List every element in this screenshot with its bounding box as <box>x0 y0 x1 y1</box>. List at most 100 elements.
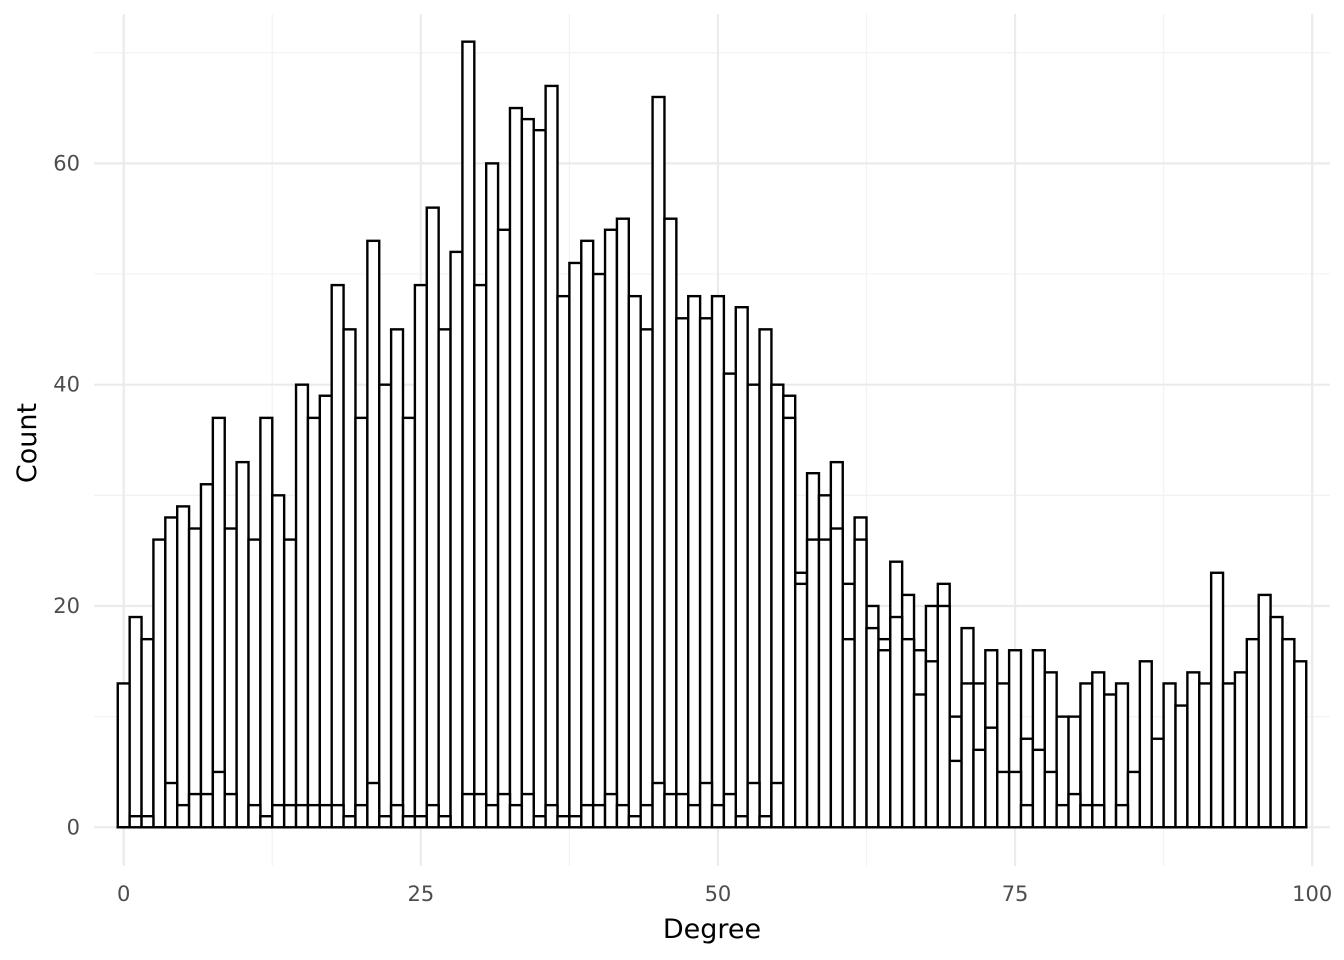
x-tick-label: 75 <box>1002 882 1029 906</box>
histogram-bar-series-2 <box>187 792 203 829</box>
x-axis-tick-labels: 0 25 50 75 100 <box>117 882 1332 906</box>
x-tick-label: 100 <box>1292 882 1332 906</box>
histogram-bar-series-1 <box>175 505 191 829</box>
x-tick-label: 50 <box>705 882 732 906</box>
histogram-bar-series-2 <box>425 803 440 829</box>
histogram-bar-series-2 <box>746 781 761 829</box>
histogram-bar-series-1 <box>140 637 155 829</box>
histogram-bar-series-1 <box>758 328 773 829</box>
histogram-bar-series-1 <box>1281 637 1296 829</box>
histogram-bar-series-1 <box>532 128 547 829</box>
histogram-bar-series-1 <box>639 328 654 829</box>
histogram-bar-series-2 <box>461 792 476 829</box>
histogram-bar-series-2 <box>972 748 987 829</box>
histogram-bar-series-2 <box>271 803 286 829</box>
histogram-bar-series-1 <box>508 106 524 829</box>
histogram-bar-series-1 <box>342 328 357 829</box>
histogram-bar-series-2 <box>996 770 1011 829</box>
histogram-bar-series-2 <box>675 792 690 829</box>
histogram-bar-series-2 <box>282 803 298 829</box>
histogram-bar-series-2 <box>615 803 631 829</box>
histogram-bar-series-1 <box>687 294 702 829</box>
histogram-bar-series-1 <box>1138 660 1153 829</box>
histogram-bar-series-2 <box>627 815 642 829</box>
histogram-bar-series-1 <box>663 217 678 829</box>
histogram-bar-series-2 <box>1055 803 1070 829</box>
y-axis-tick-labels: 0 20 40 60 <box>53 151 80 839</box>
histogram-bar-series-1 <box>259 416 274 829</box>
histogram-bar-series-1 <box>698 317 714 829</box>
histogram-bar-series-1 <box>282 538 298 829</box>
histogram-bar-series-2 <box>758 815 773 829</box>
histogram-bar-series-1 <box>449 250 464 829</box>
histogram-bar-series-1 <box>389 328 405 829</box>
histogram-bar-series-2 <box>354 803 369 829</box>
histogram-bar-series-1 <box>484 162 500 829</box>
histogram-bar-series-2 <box>663 792 678 829</box>
histogram-bar-series-2 <box>473 792 488 829</box>
histogram-bar-series-1 <box>425 206 440 829</box>
histogram-bar-series-1 <box>1162 682 1177 829</box>
histogram-bar-series-1 <box>437 328 452 829</box>
y-tick-label: 40 <box>53 373 80 397</box>
histogram-bar-series-2 <box>211 770 226 829</box>
histogram-bar-series-2 <box>330 803 345 829</box>
histogram-bar-series-2 <box>710 803 726 829</box>
histogram-bar-series-2 <box>687 803 702 829</box>
histogram-bar-series-2 <box>223 792 238 829</box>
histogram-bar-series-2 <box>1079 803 1094 829</box>
histogram-bar-series-2 <box>140 815 155 829</box>
histogram-bar-series-2 <box>532 815 547 829</box>
histogram-bar-series-2 <box>306 803 322 829</box>
y-axis-title: Count <box>12 403 43 483</box>
histogram-bar-series-2 <box>1114 803 1130 829</box>
histogram-bar-series-2 <box>318 803 333 829</box>
histogram-bar-series-1 <box>568 261 583 829</box>
histogram-bar-series-2 <box>437 815 452 829</box>
histogram-bar-series-2 <box>259 815 274 829</box>
histogram-bar-series-1 <box>1174 704 1189 829</box>
histogram-bar-series-1 <box>734 306 749 829</box>
histogram-bar-series-1 <box>330 283 345 829</box>
histogram-bar-series-1 <box>1257 593 1272 829</box>
histogram-bar-series-1 <box>294 383 310 829</box>
histogram-bar-series-2 <box>128 815 143 829</box>
histogram-bar-series-2 <box>591 803 607 829</box>
histogram-bar-series-1 <box>271 494 286 829</box>
histogram-bar-series-2 <box>900 637 916 829</box>
histogram-bar-series-1 <box>152 538 167 829</box>
histogram-bar-series-2 <box>389 803 405 829</box>
histogram-bar-series-2 <box>294 803 310 829</box>
histogram-bar-series-2 <box>413 815 428 829</box>
histogram-bar-series-1 <box>496 228 512 829</box>
histogram-bar-series-2 <box>556 815 571 829</box>
histogram-bar-series-2 <box>782 416 797 829</box>
histogram-bar-series-1 <box>1150 737 1165 829</box>
histogram-bar-series-1 <box>1293 660 1308 829</box>
histogram-bar-series-2 <box>841 637 856 829</box>
histogram-bar-series-1 <box>520 117 535 829</box>
histogram-bar-series-2 <box>651 781 666 829</box>
histogram-bar-series-1 <box>746 383 761 829</box>
histogram-bar-series-2 <box>639 803 654 829</box>
y-tick-label: 60 <box>53 151 80 175</box>
x-tick-label: 0 <box>117 882 130 906</box>
histogram-bar-series-2 <box>1007 770 1023 829</box>
histogram-bar-series-1 <box>1102 693 1118 829</box>
histogram-bar-series-1 <box>378 383 393 829</box>
histogram-bar-series-2 <box>1019 803 1035 829</box>
histogram-bar-series-1 <box>1233 671 1249 829</box>
histogram-bar-series-1 <box>366 239 381 829</box>
y-tick-label: 0 <box>67 815 80 839</box>
histogram-bar-series-2 <box>948 759 963 829</box>
histogram-bar-series-1 <box>722 372 737 829</box>
histogram-bar-series-1 <box>591 272 607 829</box>
histogram-bar-series-2 <box>164 781 179 829</box>
histogram-bar-series-2 <box>1067 792 1082 829</box>
histogram-bar-series-2 <box>378 815 393 829</box>
histogram-bar-series-2 <box>580 803 595 829</box>
histogram-bar-series-1 <box>603 228 619 829</box>
histogram-bar-series-1 <box>1186 671 1201 829</box>
histogram-bar-series-2 <box>877 649 892 829</box>
histogram-bar-series-1 <box>164 516 179 829</box>
